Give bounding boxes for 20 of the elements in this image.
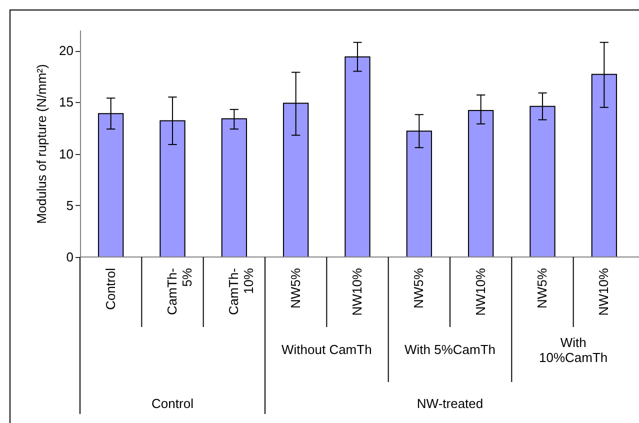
x-tick-label: NW5%: [534, 268, 550, 308]
text: Without CamTh: [282, 342, 372, 357]
x-tick-label: NW10%: [350, 268, 364, 316]
y-tick-label: 20: [59, 43, 74, 58]
text: With 5%CamTh: [404, 342, 496, 357]
text: NW-treated: [416, 396, 484, 411]
y-axis-title: Modulus of rupture (N/mm²): [34, 64, 50, 224]
text: With 10%CamTh: [539, 335, 608, 365]
y-tick-label: 0: [66, 250, 74, 264]
x-tick-label: NW5%: [288, 268, 303, 308]
x-tick-label: Control: [102, 268, 118, 310]
x-tick-label: NW10%: [596, 268, 612, 316]
y-tick-label: 5: [66, 198, 74, 213]
x-tick-label: CamTh-10%: [226, 268, 256, 315]
x-tick-label: CamTh-5%: [164, 268, 194, 315]
x-tick-label: NW10%: [472, 268, 488, 316]
y-tick-label: 10: [59, 146, 74, 162]
text: Control: [152, 396, 194, 411]
y-tick-label: 15: [59, 94, 74, 110]
x-tick-label: NW5%: [411, 268, 426, 308]
